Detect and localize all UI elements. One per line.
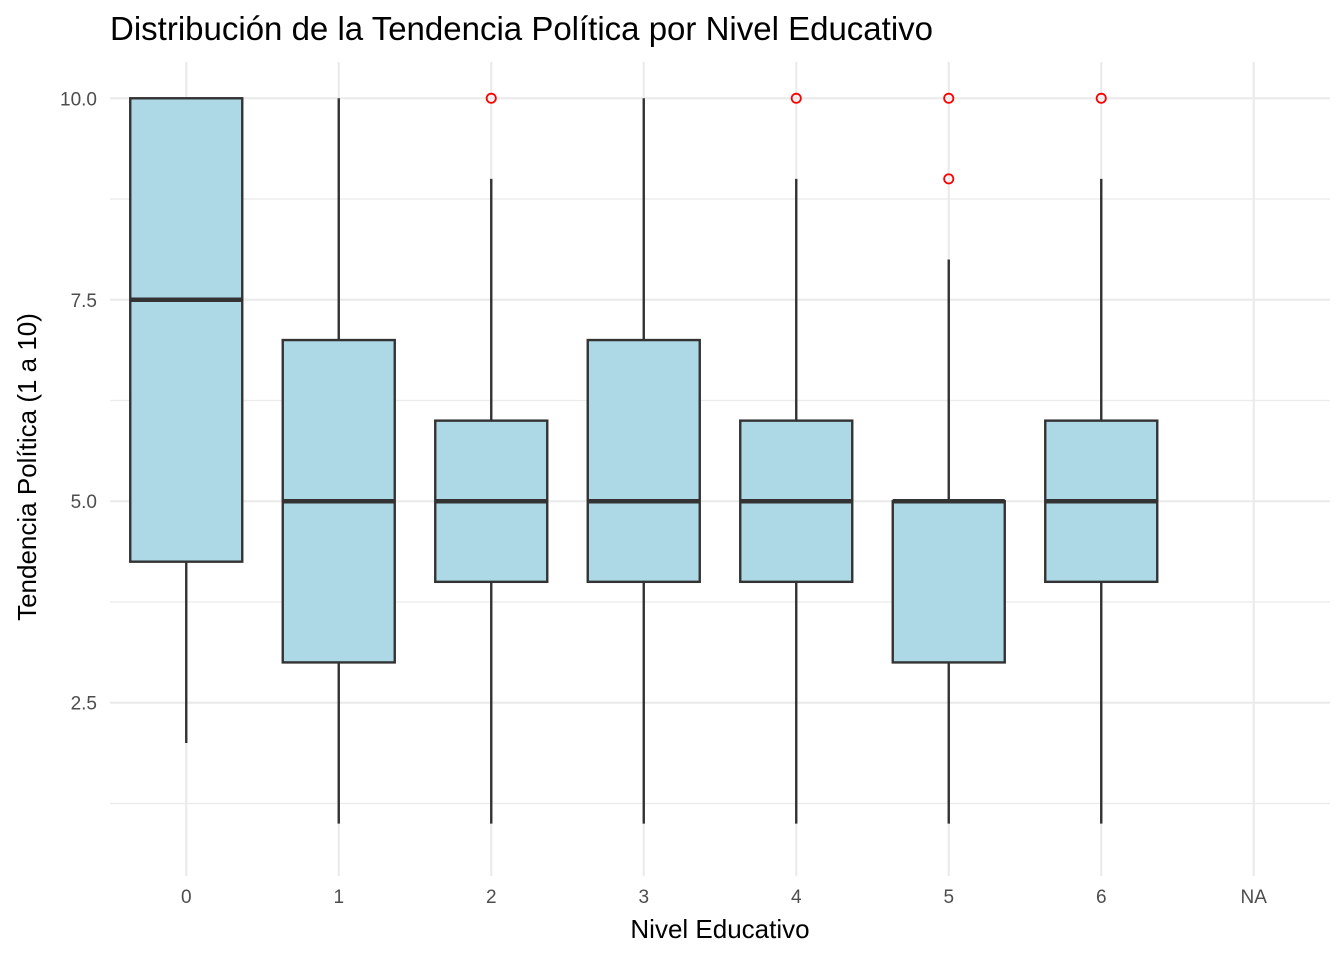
- outlier-point: [485, 92, 497, 104]
- box-6: [1044, 92, 1159, 824]
- x-tick-label: 1: [333, 887, 344, 908]
- x-tick-label: 0: [181, 887, 192, 908]
- box-1: [281, 98, 396, 824]
- box-iqr: [586, 338, 701, 584]
- box-iqr: [129, 97, 244, 563]
- x-tick-label: 6: [1096, 887, 1107, 908]
- box-2: [434, 92, 549, 824]
- y-tick-label: 2.5: [71, 694, 97, 715]
- outlier-point: [943, 173, 955, 185]
- y-tick-label: 7.5: [71, 291, 97, 312]
- outlier-point: [1095, 92, 1107, 104]
- y-axis-title: Tendencia Política (1 a 10): [12, 313, 42, 621]
- x-tick-label: 4: [791, 887, 802, 908]
- outlier-point: [943, 92, 955, 104]
- box-4: [739, 92, 854, 824]
- box-3: [586, 98, 701, 824]
- chart-title: Distribución de la Tendencia Política po…: [110, 10, 933, 47]
- box-0: [129, 97, 244, 744]
- x-axis-title: Nivel Educativo: [630, 914, 809, 944]
- x-tick-label: 2: [486, 887, 497, 908]
- x-tick-label: NA: [1241, 887, 1268, 908]
- tick-labels: 0 1 2 3 4 5 6 NA 2.5 5.0 7.5 10.0: [60, 89, 1267, 908]
- x-tick-label: 5: [943, 887, 954, 908]
- box-5: [891, 92, 1006, 824]
- y-tick-label: 5.0: [71, 492, 97, 513]
- x-tick-label: 3: [638, 887, 649, 908]
- box-series: [129, 92, 1159, 824]
- y-tick-label: 10.0: [60, 89, 97, 110]
- outlier-point: [790, 92, 802, 104]
- box-iqr: [891, 500, 1006, 664]
